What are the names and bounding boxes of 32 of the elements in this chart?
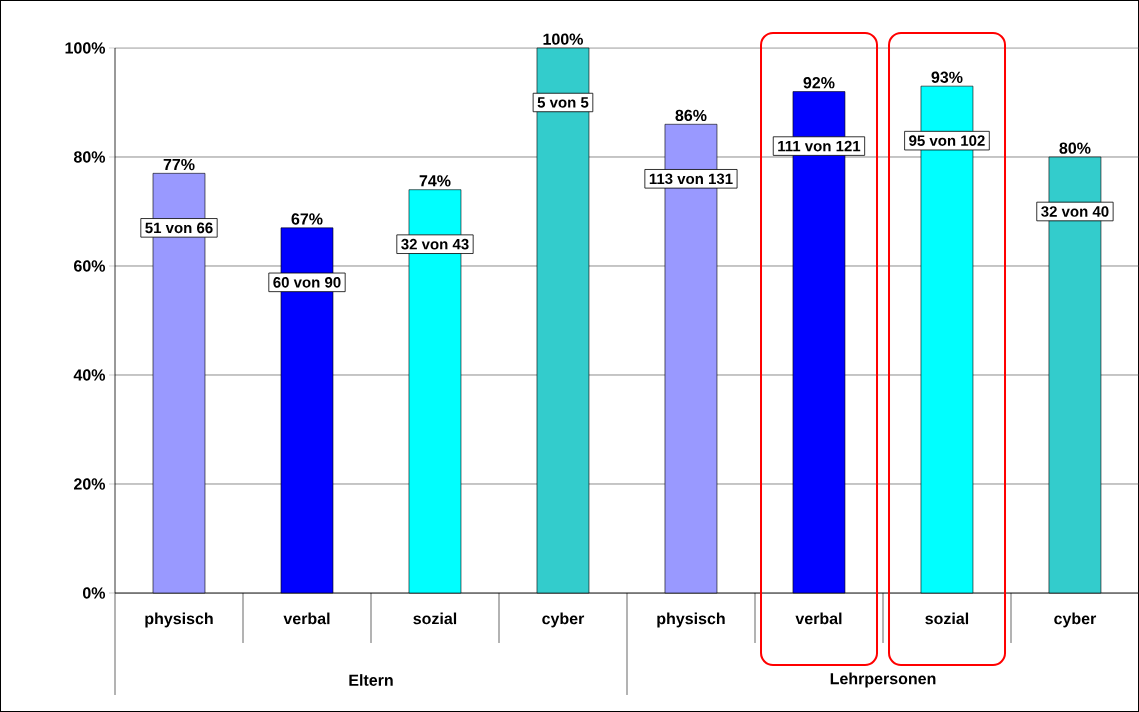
annotation: 60 von 90	[273, 277, 341, 288]
x-tick-label: sozial	[925, 612, 969, 625]
x-tick-label: cyber	[542, 612, 585, 628]
annotation: 113 von 131	[649, 173, 733, 185]
data-label: 67%	[291, 213, 323, 225]
annotation: 32 von 43	[401, 238, 469, 250]
data-label: 100%	[543, 33, 583, 45]
y-tick-label: 100%	[65, 42, 106, 54]
text: Lehrpersonen	[830, 672, 936, 688]
x-tick-label: physisch	[657, 612, 725, 628]
y-tick-label: 20%	[73, 478, 106, 490]
annotation: 111 von 121	[778, 140, 861, 152]
y-tick-label: 80%	[73, 151, 106, 163]
data-label: 74%	[419, 175, 451, 187]
x-tick-label: cyber	[1054, 612, 1097, 628]
y-tick-label: 40%	[73, 369, 106, 381]
y-tick-label: 0%	[82, 587, 106, 599]
x-tick-label: verbal	[283, 612, 330, 625]
y-tick-label: 60%	[74, 260, 106, 272]
data-label: 92%	[803, 77, 835, 89]
annotation: 95 von 102	[909, 135, 985, 146]
x-tick-label: sozial	[413, 612, 457, 625]
annotation: 32 von 40	[1041, 206, 1109, 217]
data-label: 86%	[675, 109, 707, 122]
x-tick-label: physisch	[145, 612, 213, 628]
data-label: 77%	[163, 158, 195, 171]
data-label: 93%	[931, 71, 963, 83]
annotation: 51 von 66	[145, 222, 213, 234]
x-tick-label: verbal	[795, 612, 842, 625]
annotation: 5 von 5	[537, 97, 589, 108]
text: Eltern	[349, 674, 393, 686]
data-label: 80%	[1059, 142, 1091, 154]
